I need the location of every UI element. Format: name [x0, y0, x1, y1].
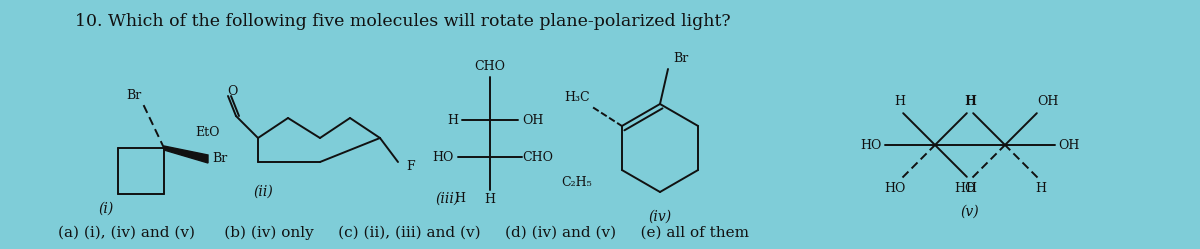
Text: HO: HO	[860, 138, 882, 151]
Text: H: H	[965, 95, 976, 108]
Text: (v): (v)	[961, 205, 979, 219]
Text: OH: OH	[522, 114, 544, 126]
Text: OH: OH	[1058, 138, 1079, 151]
Text: H: H	[446, 114, 458, 126]
Text: O: O	[227, 84, 238, 98]
Text: F: F	[406, 160, 415, 173]
Text: H: H	[455, 192, 466, 205]
Text: (ii): (ii)	[253, 185, 272, 199]
Text: (iii): (iii)	[436, 192, 460, 206]
Text: (a) (i), (iv) and (v)      (b) (iv) only     (c) (ii), (iii) and (v)     (d) (iv: (a) (i), (iv) and (v) (b) (iv) only (c) …	[58, 226, 749, 240]
Text: Br: Br	[212, 151, 227, 165]
Text: (i): (i)	[98, 202, 114, 216]
Text: C₂H₅: C₂H₅	[562, 176, 592, 188]
Text: CHO: CHO	[474, 60, 505, 73]
Text: HO: HO	[954, 182, 976, 195]
Text: Br: Br	[127, 89, 142, 102]
Text: (iv): (iv)	[648, 210, 672, 224]
Text: H: H	[1034, 182, 1046, 195]
Text: CHO: CHO	[522, 150, 553, 164]
Text: HO: HO	[433, 150, 454, 164]
Text: H₃C: H₃C	[564, 91, 590, 104]
Text: H: H	[965, 182, 976, 195]
Text: Br: Br	[673, 52, 689, 65]
Text: H: H	[485, 193, 496, 206]
Text: H: H	[894, 95, 905, 108]
Text: H: H	[964, 95, 976, 108]
Text: OH: OH	[1037, 95, 1058, 108]
Text: EtO: EtO	[196, 125, 220, 138]
Text: HO: HO	[884, 182, 905, 195]
Polygon shape	[164, 146, 208, 163]
Text: 10. Which of the following five molecules will rotate plane-polarized light?: 10. Which of the following five molecule…	[74, 13, 731, 30]
